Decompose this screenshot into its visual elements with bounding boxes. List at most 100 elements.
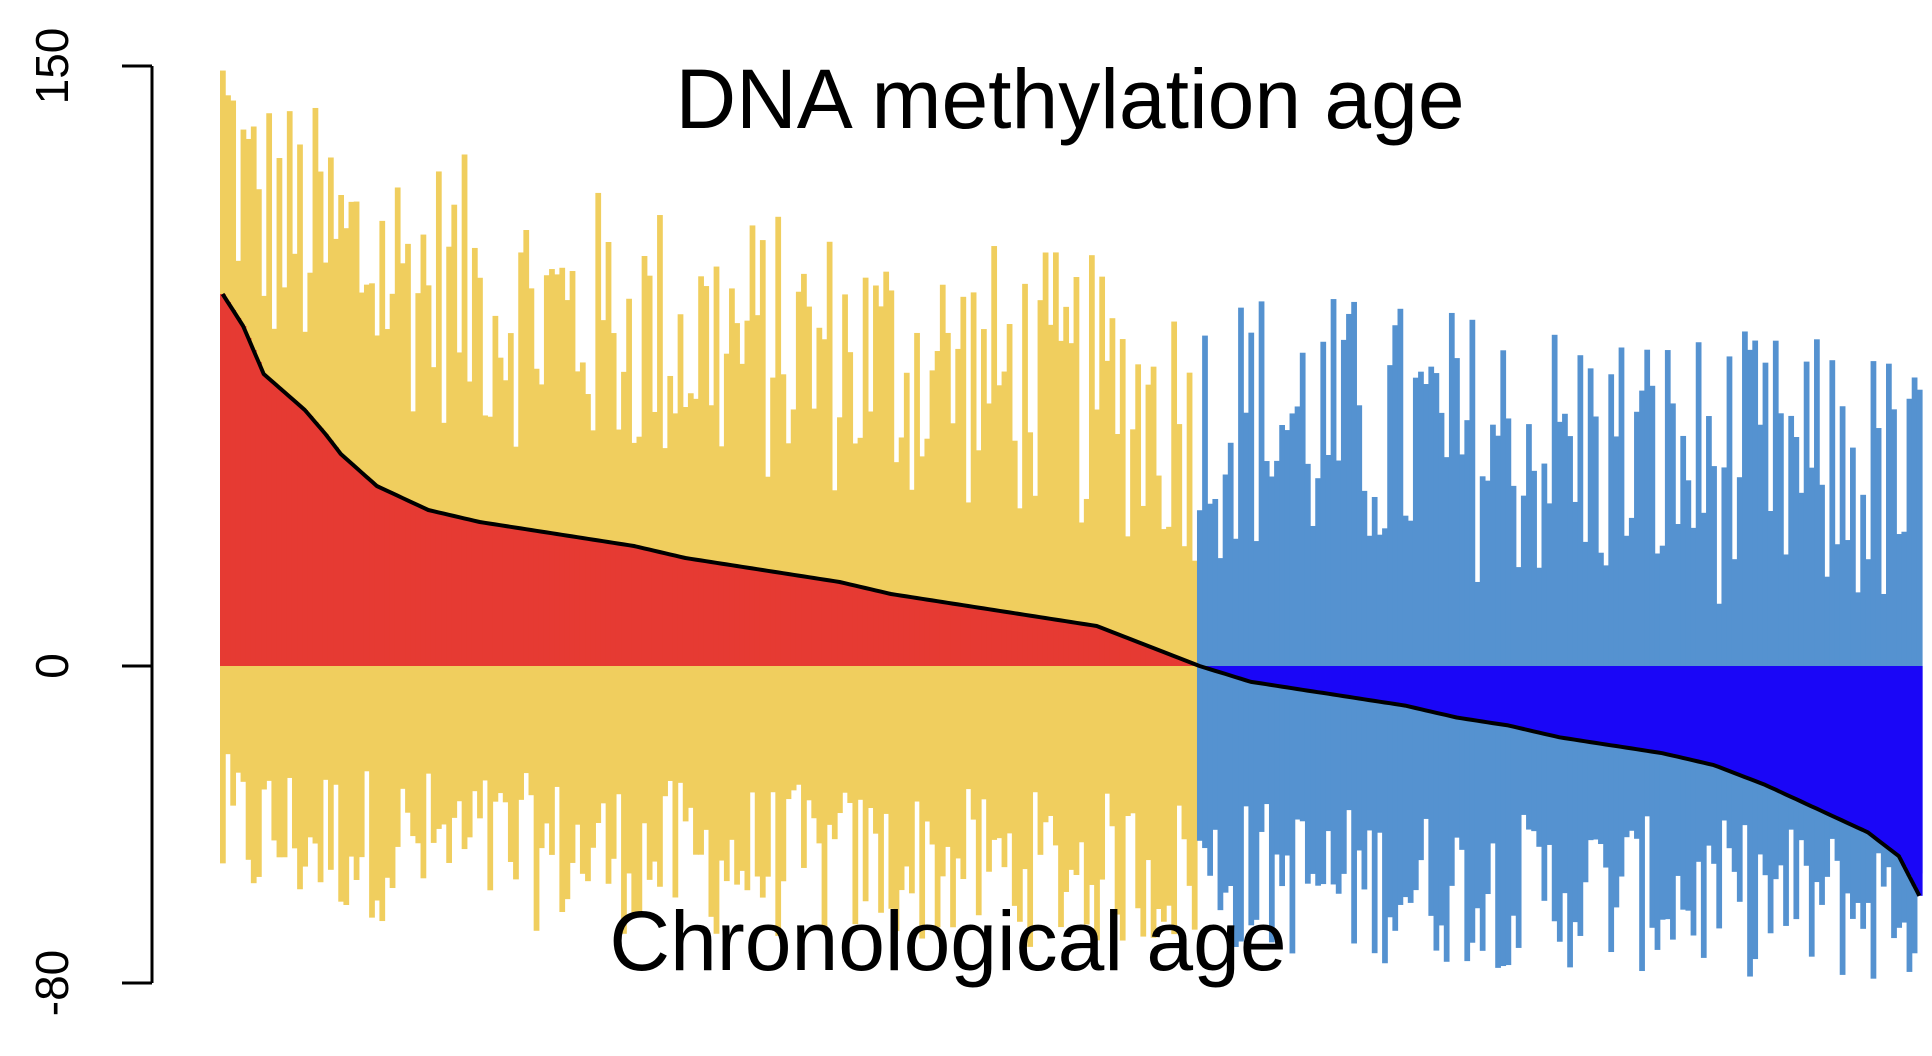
chronological-bar [353, 666, 360, 880]
acceleration-bar [1130, 640, 1136, 666]
acceleration-bar [1767, 666, 1774, 788]
methylation-bar [1808, 467, 1815, 666]
chronological-bar [975, 666, 982, 916]
methylation-bar [1515, 567, 1522, 666]
chronological-bar [1577, 666, 1584, 936]
chronological-bar [914, 666, 920, 802]
acceleration-bar [970, 606, 977, 666]
methylation-bar [1053, 252, 1059, 667]
difference-line [220, 292, 1922, 897]
acceleration-bar [466, 519, 473, 666]
acceleration-bar [641, 548, 648, 666]
acceleration-bar [1546, 666, 1553, 735]
chronological-bar [744, 666, 751, 891]
acceleration-bar [446, 514, 452, 666]
methylation-bar [837, 417, 843, 666]
acceleration-bar [487, 523, 494, 666]
chronological-bar [1592, 666, 1599, 840]
methylation-bar [1721, 467, 1728, 666]
acceleration-bar [646, 549, 653, 666]
methylation-bar [1443, 457, 1450, 666]
acceleration-bar [1140, 644, 1147, 666]
chronological-bar [718, 666, 725, 861]
acceleration-bar [965, 606, 972, 666]
methylation-bar [1706, 416, 1712, 666]
methylation-bar [996, 385, 1003, 666]
methylation-bar [1644, 349, 1651, 666]
methylation-bar [317, 171, 324, 666]
chronological-bar [317, 666, 324, 883]
acceleration-bar [579, 538, 586, 666]
methylation-bar [461, 154, 468, 666]
methylation-bar [1814, 339, 1820, 666]
acceleration-bar [795, 575, 802, 666]
chronological-bar [1068, 666, 1075, 870]
acceleration-bar [934, 601, 941, 666]
methylation-bar [1901, 531, 1908, 666]
methylation-bar [1088, 255, 1095, 666]
acceleration-bar [687, 558, 694, 666]
chronological-bar [307, 666, 314, 838]
chronological-bar [1603, 666, 1609, 868]
acceleration-bar [1397, 666, 1404, 705]
methylation-bar [1433, 373, 1440, 666]
methylation-bar [1448, 312, 1455, 666]
acceleration-bar [754, 569, 761, 666]
chronological-bar [837, 666, 843, 814]
methylation-bar [1510, 485, 1517, 666]
chronological-bar [1484, 666, 1491, 895]
chronological-bar [1310, 666, 1316, 874]
chronological-bar [965, 666, 972, 790]
methylation-bar [1567, 436, 1573, 666]
methylation-bar [420, 234, 427, 666]
acceleration-bar [852, 585, 859, 666]
chronological-bar [903, 666, 910, 867]
methylation-bar [1603, 565, 1609, 666]
chronological-bar [574, 666, 581, 825]
methylation-bar [1911, 377, 1918, 666]
acceleration-bar [1803, 666, 1810, 804]
acceleration-bar [1500, 666, 1507, 725]
acceleration-bar [1402, 666, 1409, 706]
methylation-bar [1860, 494, 1867, 666]
acceleration-bar [1418, 666, 1424, 710]
acceleration-bar [1510, 666, 1517, 727]
chronological-bar [1495, 666, 1501, 968]
acceleration-bar [1757, 666, 1764, 783]
methylation-bar [1145, 384, 1152, 666]
methylation-bar [1166, 526, 1172, 666]
chronological-bar [1454, 666, 1460, 838]
acceleration-bar [1212, 666, 1219, 671]
chronological-bar [1114, 666, 1121, 915]
methylation-bar [1675, 524, 1681, 666]
chronological-bar [1500, 666, 1507, 967]
acceleration-bar [903, 596, 910, 666]
chronological-bar [435, 666, 442, 829]
methylation-bar [1577, 355, 1584, 666]
acceleration-bar [245, 338, 252, 666]
methylation-bar [1592, 416, 1599, 666]
acceleration-bar [1155, 650, 1162, 666]
acceleration-bar [862, 588, 869, 666]
chronological-bar [1078, 666, 1085, 843]
methylation-bar [847, 352, 854, 666]
methylation-bar [1150, 366, 1157, 666]
chronological-bar [518, 666, 524, 800]
acceleration-bar [1886, 666, 1892, 849]
methylation-bar [1022, 283, 1028, 666]
acceleration-bar [276, 387, 283, 666]
methylation-bar [1546, 503, 1553, 666]
acceleration-bar [1654, 666, 1661, 753]
acceleration-bar [585, 538, 591, 666]
methylation-bar [1474, 581, 1481, 666]
chronological-bar [770, 666, 776, 793]
chronological-bar [1094, 666, 1100, 941]
methylation-bar [1479, 476, 1486, 666]
acceleration-bar [1366, 666, 1373, 701]
acceleration-bar [348, 463, 355, 666]
chronological-bar [230, 666, 237, 806]
methylation-bar [1351, 301, 1357, 666]
acceleration-bar [569, 536, 576, 666]
chronological-bar [441, 666, 447, 825]
acceleration-bar [595, 540, 602, 666]
